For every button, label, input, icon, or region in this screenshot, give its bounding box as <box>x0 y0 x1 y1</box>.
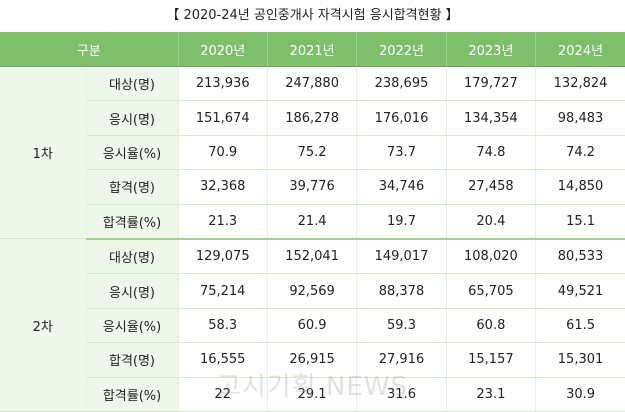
table-cell: 88,378 <box>356 273 447 309</box>
row-label: 응시율(%) <box>86 308 179 344</box>
table-row: 합격(명) 32,368 39,776 34,746 27,458 14,850 <box>0 169 625 205</box>
table-cell: 15.1 <box>535 204 625 240</box>
row-label: 합격률(%) <box>86 204 179 240</box>
table-cell: 14,850 <box>535 169 625 205</box>
table-cell: 73.7 <box>356 135 447 171</box>
table-cell: 92,569 <box>267 273 358 309</box>
table-cell: 34,746 <box>356 169 447 205</box>
row-label: 합격(명) <box>86 342 179 378</box>
table-cell: 108,020 <box>446 238 537 275</box>
table-cell: 30.9 <box>535 377 625 412</box>
table-cell: 65,705 <box>446 273 537 309</box>
table-cell: 61.5 <box>535 308 625 344</box>
table-row: 2차 대상(명) 129,075 152,041 149,017 108,020… <box>0 238 625 412</box>
table-cell: 176,016 <box>356 100 447 136</box>
header-year: 2024년 <box>535 32 625 67</box>
table-row: 응시율(%) 58.3 60.9 59.3 60.8 61.5 <box>0 308 625 344</box>
header-year: 2020년 <box>178 32 268 67</box>
table-cell: 15,157 <box>446 342 537 378</box>
table-cell: 75,214 <box>178 273 268 309</box>
table-cell: 74.8 <box>446 135 537 171</box>
row-label: 합격(명) <box>86 169 179 205</box>
table-cell: 49,521 <box>535 273 625 309</box>
header-year: 2023년 <box>446 32 537 67</box>
table-cell: 58.3 <box>178 308 268 344</box>
round-label: 1차 <box>0 66 87 240</box>
table-cell: 134,354 <box>446 100 537 136</box>
row-label: 응시(명) <box>86 273 179 309</box>
table-cell: 19.7 <box>356 204 447 240</box>
table-cell: 27,458 <box>446 169 537 205</box>
header-row: 구분 2020년 2021년 2022년 2023년 2024년 <box>0 32 625 67</box>
row-label: 대상(명) <box>86 66 179 102</box>
table-cell: 149,017 <box>356 238 447 275</box>
table-cell: 21.3 <box>178 204 268 240</box>
table-cell: 60.8 <box>446 308 537 344</box>
table-title: 【 2020-24년 공인중개사 자격시험 응시합격현황 】 <box>0 0 625 32</box>
header-year: 2022년 <box>356 32 447 67</box>
header-category: 구분 <box>0 32 179 67</box>
table-cell: 70.9 <box>178 135 268 171</box>
table-cell: 26,915 <box>267 342 358 378</box>
table-cell: 151,674 <box>178 100 268 136</box>
exam-statistics-table: 구분 2020년 2021년 2022년 2023년 2024년 1차 대상(명… <box>0 32 625 412</box>
table-cell: 80,533 <box>535 238 625 275</box>
table-cell: 32,368 <box>178 169 268 205</box>
table-cell: 213,936 <box>178 66 268 102</box>
table-cell: 21.4 <box>267 204 358 240</box>
table-cell: 179,727 <box>446 66 537 102</box>
round-label: 2차 <box>0 238 87 412</box>
table-cell: 16,555 <box>178 342 268 378</box>
table-cell: 31.6 <box>356 377 447 412</box>
table-cell: 27,916 <box>356 342 447 378</box>
table-row: 합격률(%) 22 29.1 31.6 23.1 30.9 <box>0 377 625 412</box>
table-row: 합격률(%) 21.3 21.4 19.7 20.4 15.1 <box>0 204 625 240</box>
table-cell: 22 <box>178 377 268 412</box>
table-cell: 98,483 <box>535 100 625 136</box>
table-cell: 75.2 <box>267 135 358 171</box>
table-cell: 20.4 <box>446 204 537 240</box>
table-cell: 23.1 <box>446 377 537 412</box>
table-header: 구분 2020년 2021년 2022년 2023년 2024년 <box>0 32 625 67</box>
header-year: 2021년 <box>267 32 358 67</box>
row-label: 응시(명) <box>86 100 179 136</box>
row-label: 합격률(%) <box>86 377 179 412</box>
row-label: 대상(명) <box>86 238 179 275</box>
table-body: 1차 대상(명) 213,936 247,880 238,695 179,727… <box>0 66 625 412</box>
table-cell: 129,075 <box>178 238 268 275</box>
table-cell: 15,301 <box>535 342 625 378</box>
table-cell: 74.2 <box>535 135 625 171</box>
table-cell: 152,041 <box>267 238 358 275</box>
table-row: 합격(명) 16,555 26,915 27,916 15,157 15,301 <box>0 342 625 378</box>
table-row: 응시(명) 151,674 186,278 176,016 134,354 98… <box>0 100 625 136</box>
table-cell: 238,695 <box>356 66 447 102</box>
table-cell: 186,278 <box>267 100 358 136</box>
table-row: 1차 대상(명) 213,936 247,880 238,695 179,727… <box>0 66 625 240</box>
table-row: 응시(명) 75,214 92,569 88,378 65,705 49,521 <box>0 273 625 309</box>
table-row: 응시율(%) 70.9 75.2 73.7 74.8 74.2 <box>0 135 625 171</box>
table-cell: 29.1 <box>267 377 358 412</box>
table-cell: 39,776 <box>267 169 358 205</box>
table-cell: 132,824 <box>535 66 625 102</box>
table-cell: 59.3 <box>356 308 447 344</box>
table-cell: 247,880 <box>267 66 358 102</box>
row-label: 응시율(%) <box>86 135 179 171</box>
table-cell: 60.9 <box>267 308 358 344</box>
